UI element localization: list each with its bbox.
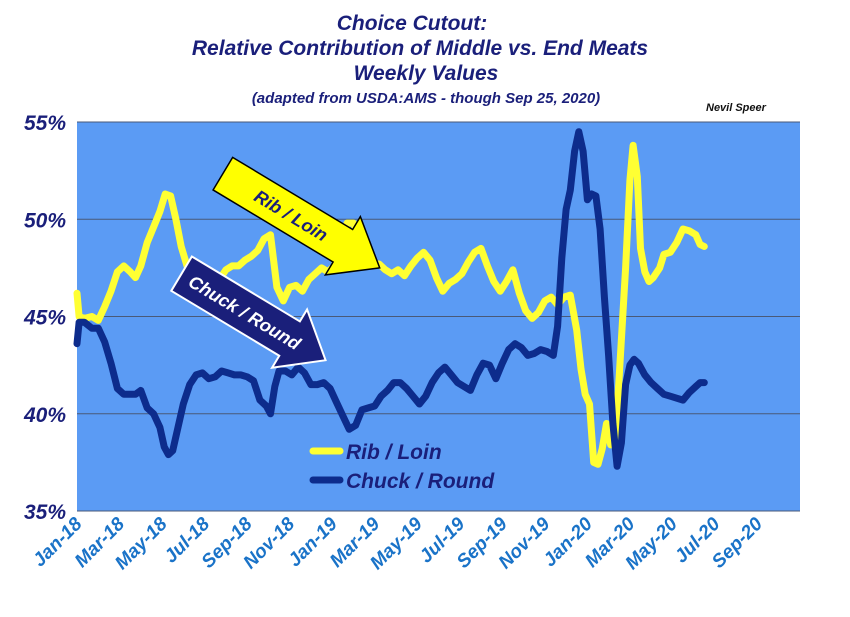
x-axis-ticks: Jan-18Mar-18May-18Jul-18Sep-18Nov-18Jan-… (29, 513, 767, 574)
title-line-3: Weekly Values (354, 62, 499, 85)
y-tick-label: 55% (24, 112, 66, 135)
series-lines (73, 128, 708, 470)
legend-chuck-round-label: Chuck / Round (346, 470, 495, 493)
y-axis-ticks: 55% 50% 45% 40% 35% (23, 112, 66, 524)
title-line-1: Choice Cutout: (337, 12, 487, 35)
legend: Rib / Loin Chuck / Round (309, 441, 495, 493)
legend-rib-loin-label: Rib / Loin (346, 441, 442, 464)
rib-loin-arrow-shape (212, 156, 381, 276)
y-tick-label: 35% (24, 501, 66, 524)
author-credit: Nevil Speer (706, 102, 767, 114)
y-tick-label: 40% (23, 404, 66, 427)
title-line-2: Relative Contribution of Middle vs. End … (192, 37, 648, 60)
gridlines (77, 121, 800, 512)
y-tick-label: 50% (24, 209, 66, 232)
title-line-4: (adapted from USDA:AMS - though Sep 25, … (252, 90, 600, 107)
chart-title: Choice Cutout: Relative Contribution of … (192, 12, 648, 107)
chuck-round-arrow-shape (169, 255, 327, 369)
y-tick-label: 45% (23, 307, 66, 330)
chuck-round-series-line (73, 128, 708, 470)
